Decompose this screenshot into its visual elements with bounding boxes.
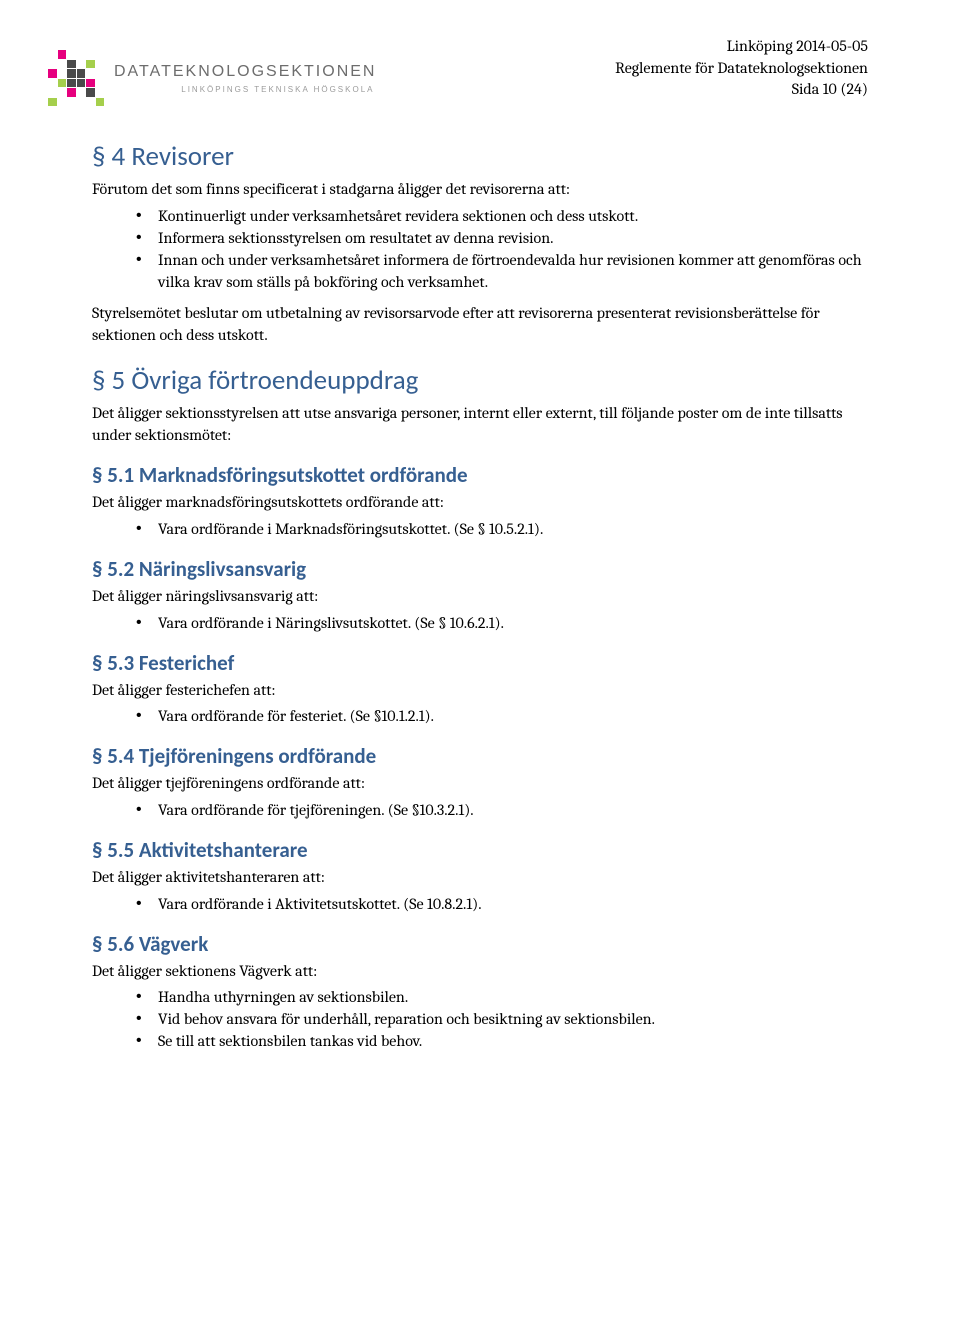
header-meta: Linköping 2014-05-05 Reglemente för Data… bbox=[615, 36, 868, 101]
list-item: Se till att sektionsbilen tankas vid beh… bbox=[136, 1030, 868, 1052]
list-item: Vid behov ansvara för underhåll, reparat… bbox=[136, 1008, 868, 1030]
section-5-4-intro: Det åligger tjejföreningens ordförande a… bbox=[92, 773, 868, 795]
section-4-intro: Förutom det som finns specificerat i sta… bbox=[92, 179, 868, 201]
list-item: Vara ordförande för festeriet. (Se §10.1… bbox=[136, 705, 868, 727]
section-5-6-title: § 5.6 Vägverk bbox=[92, 931, 868, 957]
logo: DATATEKNOLOGSEKTIONEN LINKÖPINGS TEKNISK… bbox=[48, 50, 378, 106]
logo-text: DATATEKNOLOGSEKTIONEN bbox=[114, 63, 376, 81]
section-5-2-intro: Det åligger näringslivsansvarig att: bbox=[92, 586, 868, 608]
section-5-5-list: Vara ordförande i Aktivitetsutskottet. (… bbox=[92, 893, 868, 915]
section-5-title: § 5 Övriga förtroendeuppdrag bbox=[92, 364, 868, 397]
section-4-title: § 4 Revisorer bbox=[92, 140, 868, 173]
section-5-6-intro: Det åligger sektionens Vägverk att: bbox=[92, 961, 868, 983]
list-item: Vara ordförande i Näringslivsutskottet. … bbox=[136, 612, 868, 634]
document-body: § 4 Revisorer Förutom det som finns spec… bbox=[92, 140, 868, 1052]
section-4-para2: Styrelsemötet beslutar om utbetalning av… bbox=[92, 303, 868, 346]
section-5-3-intro: Det åligger festerichefen att: bbox=[92, 680, 868, 702]
list-item: Vara ordförande i Marknadsföringsutskott… bbox=[136, 518, 868, 540]
section-4-list: Kontinuerligt under verksamhetsåret revi… bbox=[92, 205, 868, 293]
header-doc-title: Reglemente för Datateknologsektionen bbox=[615, 58, 868, 80]
section-5-intro: Det åligger sektionsstyrelsen att utse a… bbox=[92, 403, 868, 446]
list-item: Handha uthyrningen av sektionsbilen. bbox=[136, 986, 868, 1008]
section-5-5-title: § 5.5 Aktivitetshanterare bbox=[92, 837, 868, 863]
list-item: Vara ordförande i Aktivitetsutskottet. (… bbox=[136, 893, 868, 915]
logo-subtext: LINKÖPINGS TEKNISKA HÖGSKOLA bbox=[114, 85, 376, 94]
section-5-2-title: § 5.2 Näringslivsansvarig bbox=[92, 556, 868, 582]
header-date: Linköping 2014-05-05 bbox=[615, 36, 868, 58]
list-item: Kontinuerligt under verksamhetsåret revi… bbox=[136, 205, 868, 227]
header-page: Sida 10 (24) bbox=[615, 79, 868, 101]
list-item: Innan och under verksamhetsåret informer… bbox=[136, 249, 868, 293]
section-5-1-list: Vara ordförande i Marknadsföringsutskott… bbox=[92, 518, 868, 540]
section-5-3-list: Vara ordförande för festeriet. (Se §10.1… bbox=[92, 705, 868, 727]
list-item: Informera sektionsstyrelsen om resultate… bbox=[136, 227, 868, 249]
section-5-1-title: § 5.1 Marknadsföringsutskottet ordförand… bbox=[92, 462, 868, 488]
section-5-2-list: Vara ordförande i Näringslivsutskottet. … bbox=[92, 612, 868, 634]
section-5-1-intro: Det åligger marknadsföringsutskottets or… bbox=[92, 492, 868, 514]
list-item: Vara ordförande för tjejföreningen. (Se … bbox=[136, 799, 868, 821]
section-5-4-list: Vara ordförande för tjejföreningen. (Se … bbox=[92, 799, 868, 821]
section-5-5-intro: Det åligger aktivitetshanteraren att: bbox=[92, 867, 868, 889]
section-5-4-title: § 5.4 Tjejföreningens ordförande bbox=[92, 743, 868, 769]
section-5-3-title: § 5.3 Festerichef bbox=[92, 650, 868, 676]
logo-icon bbox=[48, 50, 104, 106]
section-5-6-list: Handha uthyrningen av sektionsbilen.Vid … bbox=[92, 986, 868, 1052]
